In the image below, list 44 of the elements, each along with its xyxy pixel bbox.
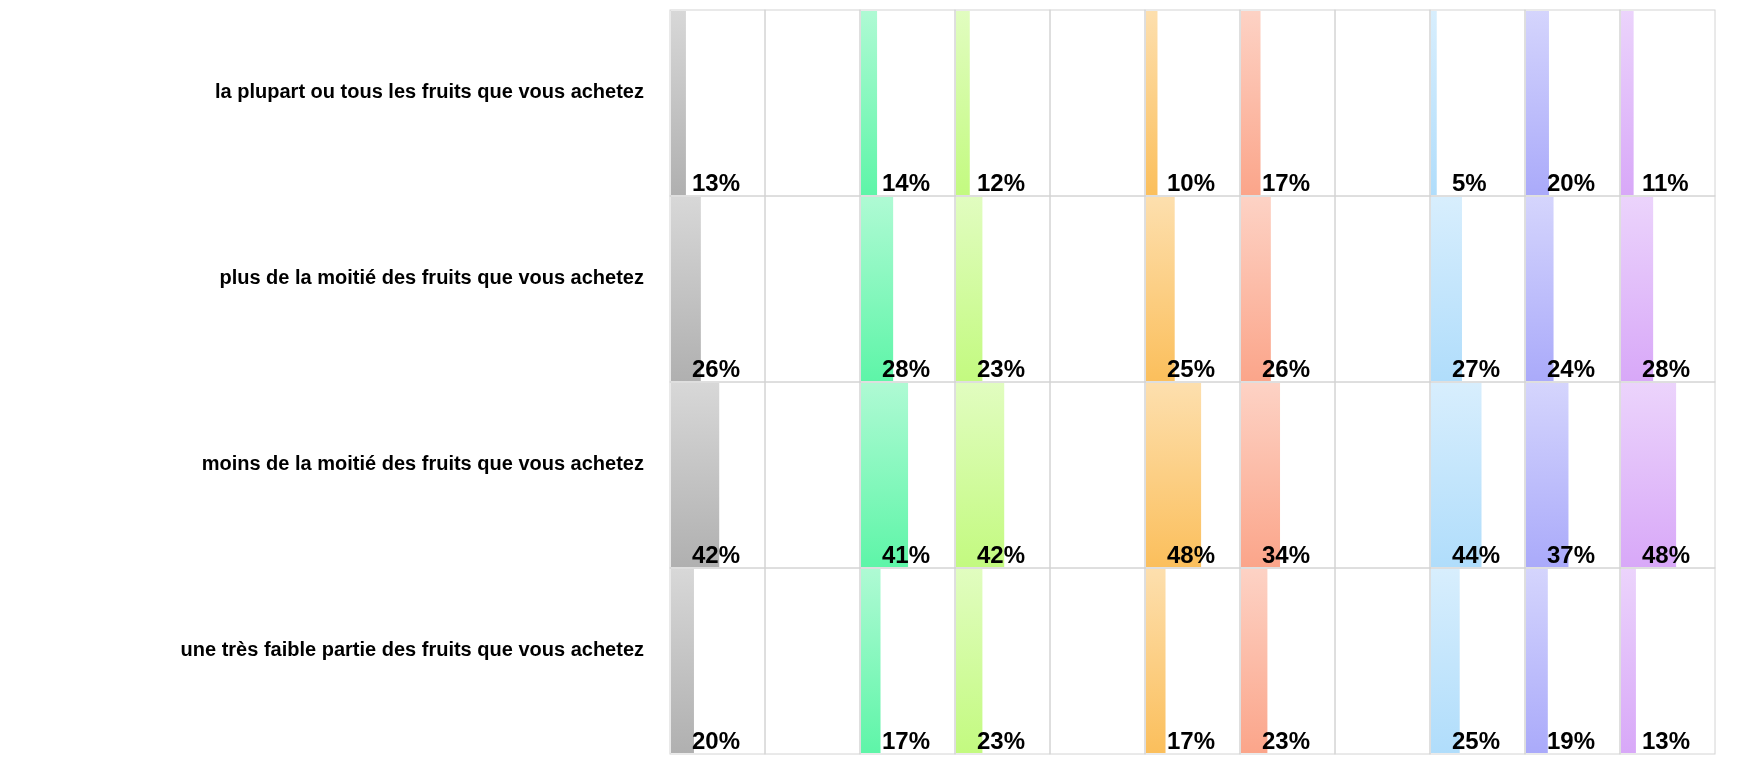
bar: [1621, 11, 1634, 195]
y-tick-label: moins de la moitié des fruits que vous achetez: [201, 452, 644, 475]
data-label: 11%: [1642, 169, 1689, 196]
data-label: 5%: [1452, 169, 1487, 196]
data-label: 17%: [882, 727, 931, 754]
data-label: 26%: [692, 355, 741, 382]
bar: [1146, 569, 1166, 753]
data-label: 26%: [1262, 355, 1311, 382]
data-label: 13%: [692, 169, 741, 196]
data-label: 23%: [977, 355, 1026, 382]
data-label: 48%: [1642, 541, 1691, 568]
bar: [1526, 11, 1549, 195]
bar: [1621, 569, 1636, 753]
data-label: 37%: [1547, 541, 1596, 568]
y-tick-label: une très faible partie des fruits que vous achetez: [180, 638, 644, 661]
bar: [1526, 569, 1548, 753]
data-label: 27%: [1452, 355, 1501, 382]
bar: [861, 11, 878, 195]
bar: [861, 569, 881, 753]
data-label: 34%: [1262, 541, 1311, 568]
data-label: 42%: [977, 541, 1026, 568]
bar: [1431, 11, 1437, 195]
data-label: 19%: [1547, 727, 1596, 754]
data-label: 44%: [1452, 541, 1501, 568]
data-label: 28%: [1642, 355, 1691, 382]
bar: [671, 11, 686, 195]
data-label: 42%: [692, 541, 741, 568]
y-tick-label: plus de la moitié des fruits que vous achetez: [219, 266, 644, 289]
data-label: 20%: [1547, 169, 1596, 196]
data-label: 17%: [1262, 169, 1311, 196]
data-label: 23%: [1262, 727, 1311, 754]
bar: [671, 569, 694, 753]
data-label: 10%: [1167, 169, 1216, 196]
bar: [1146, 11, 1158, 195]
data-label: 14%: [882, 169, 931, 196]
data-label: 20%: [692, 727, 741, 754]
data-label: 25%: [1452, 727, 1501, 754]
data-label: 13%: [1642, 727, 1691, 754]
y-tick-label: la plupart ou tous les fruits que vous achetez: [215, 80, 644, 103]
data-label: 23%: [977, 727, 1026, 754]
data-label: 17%: [1167, 727, 1216, 754]
bar: [1241, 11, 1261, 195]
data-label: 24%: [1547, 355, 1596, 382]
data-label: 12%: [977, 169, 1026, 196]
